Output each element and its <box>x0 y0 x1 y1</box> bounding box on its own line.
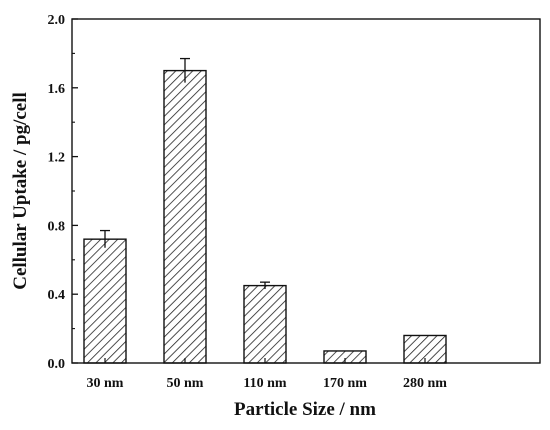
y-tick-label: 2.0 <box>48 13 66 28</box>
y-tick-label: 0.0 <box>48 357 66 372</box>
x-tick-label: 110 nm <box>243 376 287 391</box>
bar <box>243 284 287 364</box>
labels-layer: 30 nm 50 nm 110 nm 170 nm 280 nm 0.0 0.4 0.8 1.2… <box>48 13 448 391</box>
y-tick-label: 0.4 <box>48 288 66 303</box>
plot-frame <box>71 18 541 364</box>
y-axis-title: Cellular Uptake / pg/cell <box>10 92 31 290</box>
bar <box>163 69 207 364</box>
x-tick-label: 280 nm <box>403 376 447 391</box>
y-tick-label: 1.2 <box>48 151 66 166</box>
y-tick-label: 0.8 <box>48 219 66 234</box>
x-tick-label: 30 nm <box>87 376 124 391</box>
x-axis-title: Particle Size / nm <box>234 399 376 420</box>
bars-layer <box>83 57 447 364</box>
axes-layer <box>71 18 541 364</box>
bar <box>83 238 127 364</box>
y-tick-label: 1.6 <box>48 82 66 97</box>
x-tick-label: 50 nm <box>167 376 204 391</box>
x-tick-label: 170 nm <box>323 376 367 391</box>
